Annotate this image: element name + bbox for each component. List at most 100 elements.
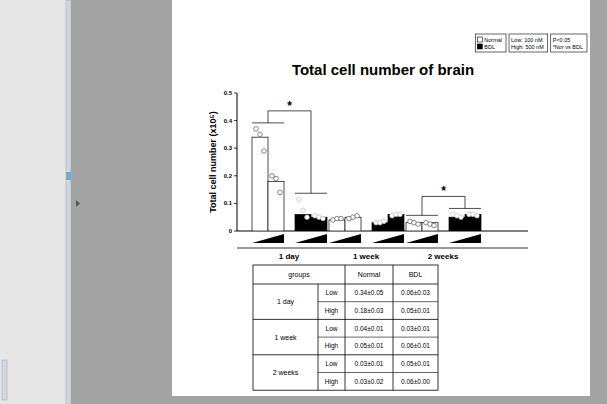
bar: [252, 137, 268, 231]
data-point: [459, 215, 464, 220]
bracket-line: [311, 111, 312, 193]
title: Total cell number of brain: [292, 61, 474, 78]
x-tick-label: 2 weeks: [428, 252, 459, 261]
legend-swatch: [477, 37, 482, 42]
significance-star: *: [441, 184, 446, 198]
page: Total cell number of brainNormalBDLLow: …: [0, 0, 607, 404]
dose-ramp: [329, 234, 361, 243]
table-group: 1 day: [277, 298, 295, 306]
bracket-line: [268, 111, 269, 123]
data-point: [254, 127, 259, 132]
y-tick: [234, 203, 237, 204]
table: groupsNormalBDL1 dayLow0.34±0.050.06±0.0…: [253, 265, 438, 390]
table-cell: High: [325, 307, 339, 315]
table-rule: [393, 265, 394, 390]
data-point: [270, 174, 275, 179]
legend-text: Low: 100 nM: [511, 37, 543, 43]
table-rule: [345, 265, 346, 390]
table-cell: 0.06±0.03: [401, 289, 430, 296]
y-tick: [234, 231, 237, 232]
y-tick: [234, 148, 237, 149]
data-point: [398, 212, 403, 217]
dose-ramp: [252, 234, 284, 243]
points: [254, 127, 480, 228]
data-point: [278, 190, 283, 195]
table-cell: High: [325, 378, 339, 386]
y-tick: [234, 120, 237, 121]
dose-ramp: [406, 234, 438, 243]
y-tick-label: 0.2: [224, 173, 233, 179]
x-tick-label: 1 week: [353, 252, 380, 261]
series-legend: NormalBDL: [477, 37, 502, 50]
x-axis: 1 day 1 week 2 weeks: [237, 234, 528, 261]
legend-box: [475, 34, 506, 52]
data-point: [274, 176, 279, 181]
legend: NormalBDL Low: 100 nMHigh: 500 nM P<0.05*N…: [475, 34, 587, 52]
data-point: [301, 208, 306, 213]
data-point: [355, 214, 360, 219]
table-cell: 0.06±0.00: [401, 378, 430, 385]
table-cell: Low: [326, 360, 338, 367]
scroll-bar: [2, 360, 7, 400]
legend-box: [509, 34, 548, 52]
table-rule: [318, 301, 438, 302]
data-point: [432, 223, 437, 228]
table-cell: 0.03±0.01: [401, 325, 430, 332]
annotations: **: [252, 99, 481, 215]
table-cell: 0.34±0.05: [355, 289, 384, 296]
data-point: [321, 216, 326, 221]
legend-label: Normal: [484, 37, 502, 43]
table-cell: 0.06±0.01: [401, 342, 430, 349]
legend-text: *Nor vs BDL: [553, 44, 583, 50]
data-point: [416, 222, 421, 227]
significance-star: *: [287, 99, 292, 113]
dose-ramp: [449, 234, 481, 243]
table-cell: High: [325, 342, 339, 350]
table-rule: [318, 372, 438, 373]
table-cell: 0.04±0.01: [355, 325, 384, 332]
data-point: [382, 219, 387, 224]
table-cell: Low: [326, 325, 338, 332]
y-tick-label: 0.4: [224, 118, 233, 124]
legend-label: BDL: [484, 44, 495, 50]
y-axis-label: Total cell number (x10⁵): [208, 111, 218, 213]
bar: [295, 214, 311, 231]
table-cell: 0.05±0.01: [355, 342, 384, 349]
y-axis: 00.10.20.30.40.5: [224, 90, 237, 234]
sidebar: [0, 0, 66, 404]
data-point: [258, 132, 263, 137]
y-tick: [234, 175, 237, 176]
bracket-line: [465, 196, 466, 208]
legend-swatch: [477, 44, 482, 49]
table-group: 1 week: [274, 334, 297, 341]
x-tick-label: 1 day: [279, 252, 300, 261]
data-point: [297, 197, 302, 202]
bracket-line: [422, 196, 423, 215]
y-tick-label: 0.3: [224, 145, 233, 151]
data-point: [305, 215, 310, 220]
sidebar-splitter: [66, 0, 71, 404]
y-axis-line: [237, 93, 238, 231]
table-cell: 0.05±0.01: [401, 360, 430, 367]
category-separator: [237, 248, 528, 249]
collapse-arrow[interactable]: [76, 200, 80, 207]
table-cell: 0.03±0.01: [355, 360, 384, 367]
y-tick-label: 0: [229, 228, 233, 234]
table-cell: 0.05±0.01: [401, 307, 430, 314]
table-rule: [253, 284, 438, 285]
viewer-background: [0, 0, 607, 404]
significance-legend: P<0.05*Nor vs BDL: [553, 37, 583, 50]
legend-text: High: 500 nM: [511, 44, 544, 50]
data-point: [475, 214, 480, 219]
dose-legend: Low: 100 nMHigh: 500 nM: [511, 37, 544, 50]
data-point: [339, 216, 344, 221]
table-group: 2 weeks: [273, 369, 299, 376]
table-rule: [253, 319, 438, 320]
y-tick: [234, 93, 237, 94]
bars: [252, 137, 481, 231]
table-rule: [253, 354, 438, 355]
legend-box: [551, 34, 587, 52]
y-tick-label: 0.1: [224, 200, 233, 206]
table-cell: 0.03±0.02: [355, 378, 384, 385]
table-frame: [253, 265, 438, 390]
